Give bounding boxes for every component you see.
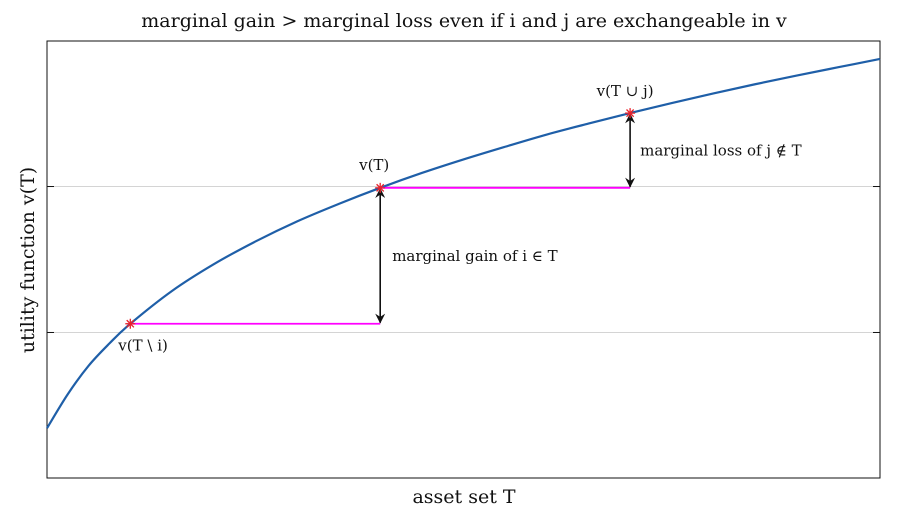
highlight-point-2-stroke-3: [626, 109, 635, 118]
x-axis-label: asset set T: [412, 486, 515, 508]
highlight-point-1-stroke-3: [376, 183, 385, 192]
axes-frame: [46, 40, 881, 479]
chart-title: marginal gain > marginal loss even if i …: [141, 10, 787, 32]
plot-area: marginal gain of i ∈ T marginal loss of j…: [46, 40, 881, 479]
annotation-0: marginal gain of i ∈ T: [392, 247, 557, 265]
y-axis-label: utility function v(T): [17, 167, 39, 353]
point-label-0: v(T \ i): [117, 337, 168, 355]
highlight-point-0-stroke-3: [126, 319, 135, 328]
annotation-1: marginal loss of j ∉ T: [640, 141, 802, 159]
utility-curve-line: [46, 57, 881, 429]
point-label-1: v(T): [358, 156, 389, 174]
point-label-2: v(T ∪ j): [596, 82, 654, 100]
